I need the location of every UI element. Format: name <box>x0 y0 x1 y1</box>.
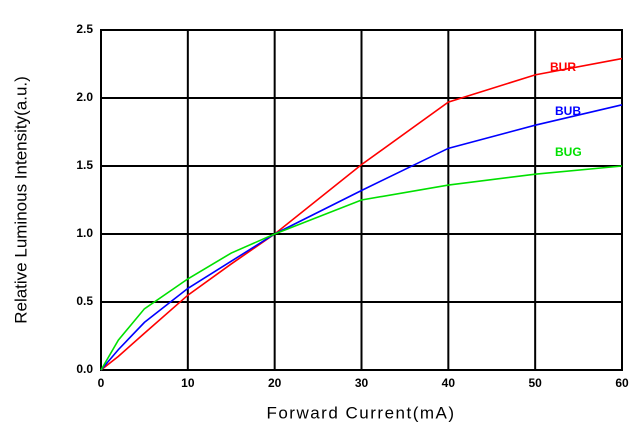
x-tick-label: 60 <box>615 376 629 390</box>
y-tick-label: 0.5 <box>76 294 93 308</box>
x-axis-label: Forward Current(mA) <box>266 403 455 422</box>
x-tick-label: 30 <box>355 376 369 390</box>
y-tick-label: 2.0 <box>76 90 93 104</box>
x-tick-label: 10 <box>181 376 195 390</box>
y-tick-label: 2.5 <box>76 22 93 36</box>
x-tick-label: 40 <box>442 376 456 390</box>
x-tick-label: 20 <box>268 376 282 390</box>
series-label: BUB <box>555 104 581 118</box>
series-line <box>100 57 623 371</box>
y-tick-label: 1.5 <box>76 158 93 172</box>
series-label: BUR <box>550 60 576 74</box>
y-axis-label: Relative Luminous Intensity(a.u.) <box>11 76 30 324</box>
x-tick-label: 50 <box>528 376 542 390</box>
x-tick-label: 0 <box>98 376 105 390</box>
y-tick-label: 0.0 <box>76 362 93 376</box>
y-tick-label: 1.0 <box>76 226 93 240</box>
series-line <box>100 165 623 371</box>
plot-frame <box>100 29 623 371</box>
series-line <box>100 104 623 371</box>
series-label: BUG <box>555 145 582 159</box>
